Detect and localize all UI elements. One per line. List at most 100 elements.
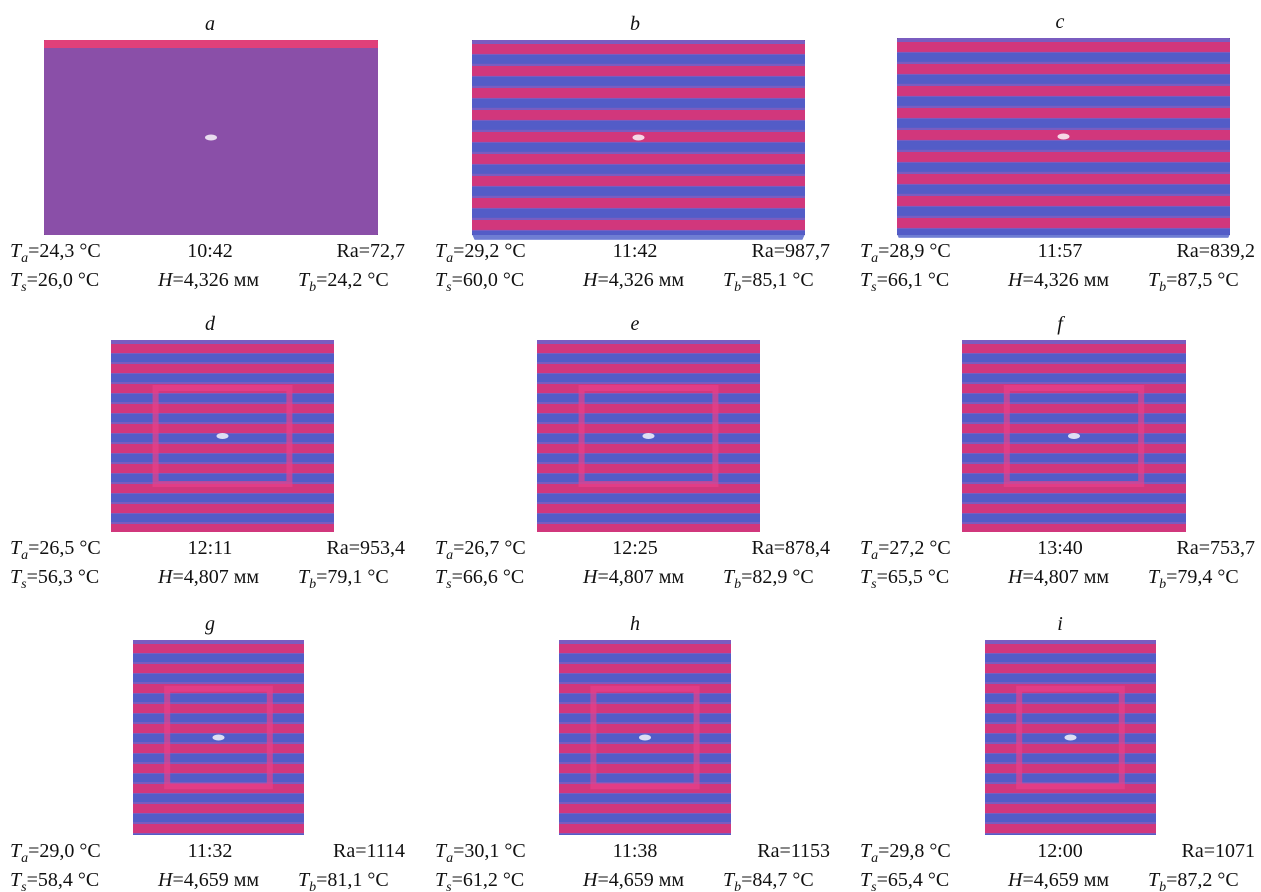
stripe [897,196,1230,206]
caption-item: 12:00 [1037,840,1083,862]
subscript: a [446,251,453,266]
subscript: a [871,851,878,866]
stripe [559,644,731,653]
stripe [537,494,760,502]
stripe [897,75,1230,84]
subscript: a [21,548,28,563]
caption-item: Tb=79,1 °C [298,566,389,592]
stripe [559,724,731,733]
figure: aTa=24,3 °C10:42Ra=72,7Ts=26,0 °CH=4,326… [0,0,1261,892]
panel-label: e [631,313,640,335]
stripe [962,464,1186,473]
stripe [472,66,805,76]
caption-item: Ts=26,0 °C [10,269,99,295]
value: =66,1 °C [877,269,950,291]
stripe [985,764,1156,773]
stripe [897,42,1230,52]
caption-item: Ra=1153 [757,840,830,862]
glint [643,433,655,439]
stripe [559,694,731,702]
value: =4,326 мм [172,269,259,291]
pattern-image [111,340,334,542]
caption-item: Ra=878,4 [752,537,831,559]
stripe [472,99,805,108]
caption-item: Tb=87,2 °C [1148,869,1239,892]
value: =79,4 °C [1166,566,1239,588]
value: =24,2 °C [316,269,389,291]
value: =82,9 °C [741,566,814,588]
stripe [985,754,1156,762]
stripe [133,664,304,673]
caption-item: 13:40 [1037,537,1083,559]
value: =26,5 °C [28,537,101,559]
stripe [537,454,760,462]
stripe [559,714,731,722]
stripe [133,704,304,713]
stripe [111,474,334,482]
stripe [559,754,731,762]
stripe [559,744,731,753]
subscript: b [309,280,316,295]
pattern-image [133,640,304,842]
image-content [559,640,731,842]
value: =29,0 °C [28,840,101,862]
caption-item: Ts=61,2 °C [435,869,524,892]
variable: H [157,566,174,588]
variable: H [582,269,599,291]
value: =4,807 мм [172,566,259,588]
value: 11:38 [613,840,658,862]
stripe [962,444,1186,453]
stripe [537,474,760,482]
value: =4,659 мм [597,869,684,891]
stripe [897,141,1230,150]
caption-item: Ra=987,7 [752,240,831,262]
caption-item: Ta=29,8 °C [860,840,951,866]
value: =85,1 °C [741,269,814,291]
panel-label: f [1057,313,1065,335]
stripe [559,704,731,713]
value: Ra=987,7 [752,240,831,262]
stripe [111,354,334,362]
stripe [962,374,1186,382]
caption-item: Ra=1071 [1182,840,1256,862]
stripe [985,824,1156,833]
stripe [472,110,805,120]
stripe [111,344,334,353]
value: 12:25 [612,537,658,559]
value: Ra=753,7 [1177,537,1256,559]
stripe [962,424,1186,433]
value: 11:42 [613,240,658,262]
stripe [962,514,1186,522]
stripe [897,174,1230,184]
stripe [559,664,731,673]
stripe [559,824,731,833]
value: =84,7 °C [741,869,814,891]
stripe [111,374,334,382]
panel-label: i [1057,613,1063,635]
stripe [559,794,731,802]
stripe [133,814,304,822]
stripe [472,176,805,186]
stripe [985,794,1156,802]
stripe [537,514,760,522]
stripe [133,794,304,802]
value: 12:00 [1037,840,1083,862]
caption-item: Ra=839,2 [1177,240,1256,262]
pattern-image [897,38,1230,238]
caption-item: Ra=953,4 [327,537,406,559]
stripe [985,644,1156,653]
stripe [472,220,805,230]
pattern-image [985,640,1156,842]
value: 13:40 [1037,537,1083,559]
stripe [962,414,1186,422]
stripe [897,97,1230,106]
stripe [472,44,805,54]
value: 10:42 [187,240,233,262]
stripe [537,524,760,533]
glint [217,433,229,439]
stripe [133,774,304,782]
value: =26,7 °C [453,537,526,559]
stripe [133,724,304,733]
subscript: b [309,577,316,592]
stripe [985,674,1156,682]
